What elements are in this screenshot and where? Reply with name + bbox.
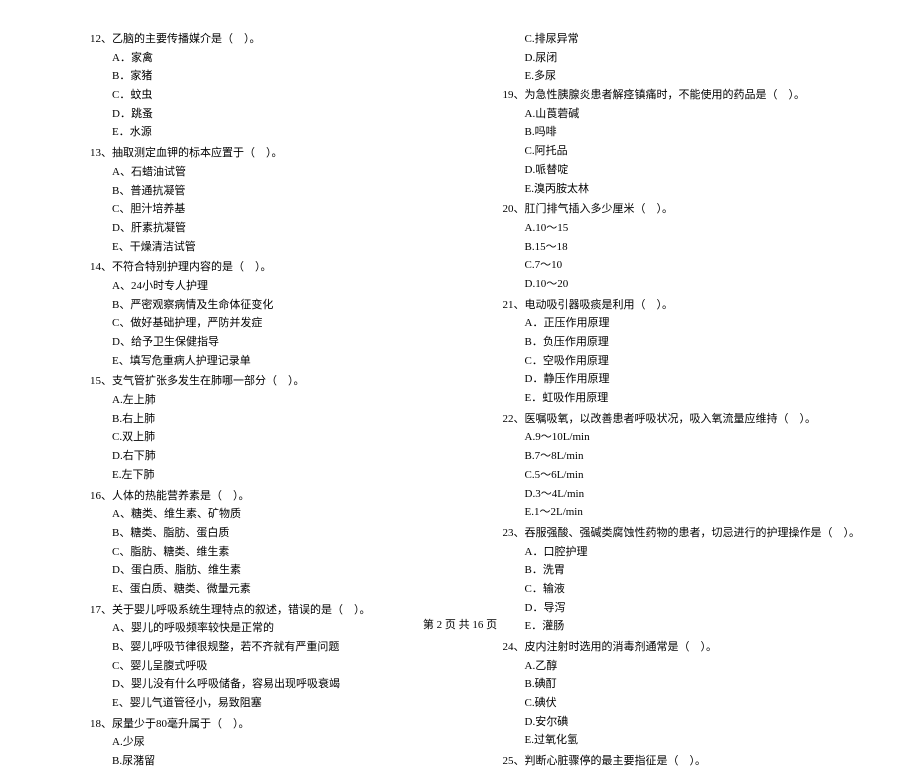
- question-option: E．虹吸作用原理: [503, 389, 861, 408]
- question-option: B.碘酊: [503, 675, 861, 694]
- question-option: D、婴儿没有什么呼吸储备，容易出现呼吸衰竭: [90, 675, 433, 694]
- question-option: B.尿潴留: [90, 752, 433, 771]
- question-option: A.乙醇: [503, 657, 861, 676]
- question-option: C．蚊虫: [90, 86, 433, 105]
- question-option: A.左上肺: [90, 391, 433, 410]
- question-stem: 19、为急性胰腺炎患者解痉镇痛时，不能使用的药品是（ ）。: [503, 86, 861, 105]
- question-option: B．家猪: [90, 67, 433, 86]
- question-option: A.山莨菪碱: [503, 105, 861, 124]
- question-option: A．正压作用原理: [503, 314, 861, 333]
- question-option: D．跳蚤: [90, 105, 433, 124]
- question: 16、人体的热能营养素是（ ）。A、糖类、维生素、矿物质B、糖类、脂肪、蛋白质C…: [90, 487, 433, 599]
- question-option: E、干燥清洁试管: [90, 238, 433, 257]
- question-option: C.5～6L/min: [503, 466, 861, 485]
- question-option: B、严密观察病情及生命体征变化: [90, 296, 433, 315]
- question: 25、判断心脏骤停的最主要指征是（ ）。: [503, 752, 861, 771]
- page-footer: 第 2 页 共 16 页: [0, 616, 920, 632]
- question-option: C.阿托品: [503, 142, 861, 161]
- question-stem: 21、电动吸引器吸痰是利用（ ）。: [503, 296, 861, 315]
- question-option: D．导泻: [503, 599, 861, 618]
- question-stem: 18、尿量少于80毫升属于（ ）。: [90, 715, 433, 734]
- question-option: E.多尿: [503, 67, 861, 86]
- question-option: D、蛋白质、脂肪、维生素: [90, 561, 433, 580]
- question-stem: 20、肛门排气插入多少厘米（ ）。: [503, 200, 861, 219]
- question-option: C.碘伏: [503, 694, 861, 713]
- question: 12、乙脑的主要传播媒介是（ ）。A．家禽B．家猪C．蚊虫D．跳蚤E．水源: [90, 30, 433, 142]
- question-option: D.哌替啶: [503, 161, 861, 180]
- question: 19、为急性胰腺炎患者解痉镇痛时，不能使用的药品是（ ）。A.山莨菪碱B.吗啡C…: [503, 86, 861, 198]
- question-stem: 24、皮内注射时选用的消毒剂通常是（ ）。: [503, 638, 861, 657]
- question-option: E、填写危重病人护理记录单: [90, 352, 433, 371]
- question-option: A、糖类、维生素、矿物质: [90, 505, 433, 524]
- question-option: E、婴儿气道管径小，易致阻塞: [90, 694, 433, 713]
- question: 15、支气管扩张多发生在肺哪一部分（ ）。A.左上肺B.右上肺C.双上肺D.右下…: [90, 372, 433, 484]
- question-option: B.15～18: [503, 238, 861, 257]
- question-option: A、石蜡油试管: [90, 163, 433, 182]
- question-option: B、糖类、脂肪、蛋白质: [90, 524, 433, 543]
- question-option: C、脂肪、糖类、维生素: [90, 543, 433, 562]
- question-option: A.9～10L/min: [503, 428, 861, 447]
- question-stem: 15、支气管扩张多发生在肺哪一部分（ ）。: [90, 372, 433, 391]
- question-stem: 14、不符合特别护理内容的是（ ）。: [90, 258, 433, 277]
- question-option: E．水源: [90, 123, 433, 142]
- right-column: C.排尿异常D.尿闭E.多尿19、为急性胰腺炎患者解痉镇痛时，不能使用的药品是（…: [503, 30, 861, 773]
- question: 24、皮内注射时选用的消毒剂通常是（ ）。A.乙醇B.碘酊C.碘伏D.安尔碘E.…: [503, 638, 861, 750]
- question-option: E.1～2L/min: [503, 503, 861, 522]
- question-option: B．洗胃: [503, 561, 861, 580]
- question-option: D、肝素抗凝管: [90, 219, 433, 238]
- question-stem: 22、医嘱吸氧，以改善患者呼吸状况，吸入氧流量应维持（ ）。: [503, 410, 861, 429]
- question-option: A．口腔护理: [503, 543, 861, 562]
- question-option: D.安尔碘: [503, 713, 861, 732]
- question-option: A.10～15: [503, 219, 861, 238]
- question-stem: 16、人体的热能营养素是（ ）。: [90, 487, 433, 506]
- question-option: C．输液: [503, 580, 861, 599]
- question-option: E.溴丙胺太林: [503, 180, 861, 199]
- question-stem: 25、判断心脏骤停的最主要指征是（ ）。: [503, 752, 861, 771]
- question-option: C、做好基础护理，严防并发症: [90, 314, 433, 333]
- question-option: E、蛋白质、糖类、微量元素: [90, 580, 433, 599]
- question: 22、医嘱吸氧，以改善患者呼吸状况，吸入氧流量应维持（ ）。A.9～10L/mi…: [503, 410, 861, 522]
- question-option: D、给予卫生保健指导: [90, 333, 433, 352]
- question-option: A、24小时专人护理: [90, 277, 433, 296]
- question-stem: 23、吞服强酸、强碱类腐蚀性药物的患者，切忌进行的护理操作是（ ）。: [503, 524, 861, 543]
- question-option: A．家禽: [90, 49, 433, 68]
- question-option: C.7～10: [503, 256, 861, 275]
- question-option: B.7～8L/min: [503, 447, 861, 466]
- question: 18、尿量少于80毫升属于（ ）。A.少尿B.尿潴留: [90, 715, 433, 771]
- question-option: B、婴儿呼吸节律很规整，若不齐就有严重问题: [90, 638, 433, 657]
- question-option: C、婴儿呈腹式呼吸: [90, 657, 433, 676]
- question-stem: 12、乙脑的主要传播媒介是（ ）。: [90, 30, 433, 49]
- question-option: A.少尿: [90, 733, 433, 752]
- question-option: D.尿闭: [503, 49, 861, 68]
- question-option: D.右下肺: [90, 447, 433, 466]
- question-option: B．负压作用原理: [503, 333, 861, 352]
- question-option: D．静压作用原理: [503, 370, 861, 389]
- question-option: C、胆汁培养基: [90, 200, 433, 219]
- question-option: D.10～20: [503, 275, 861, 294]
- question-option: D.3～4L/min: [503, 485, 861, 504]
- question-option: E.过氧化氢: [503, 731, 861, 750]
- question: 20、肛门排气插入多少厘米（ ）。A.10～15B.15～18C.7～10D.1…: [503, 200, 861, 293]
- question-option: B.吗啡: [503, 123, 861, 142]
- question-option: B.右上肺: [90, 410, 433, 429]
- question: 13、抽取测定血钾的标本应置于（ ）。A、石蜡油试管B、普通抗凝管C、胆汁培养基…: [90, 144, 433, 256]
- question-stem: 13、抽取测定血钾的标本应置于（ ）。: [90, 144, 433, 163]
- question-option: E.左下肺: [90, 466, 433, 485]
- question-option: C.双上肺: [90, 428, 433, 447]
- question: 14、不符合特别护理内容的是（ ）。A、24小时专人护理B、严密观察病情及生命体…: [90, 258, 433, 370]
- question-option: C．空吸作用原理: [503, 352, 861, 371]
- question: 21、电动吸引器吸痰是利用（ ）。A．正压作用原理B．负压作用原理C．空吸作用原…: [503, 296, 861, 408]
- left-column: 12、乙脑的主要传播媒介是（ ）。A．家禽B．家猪C．蚊虫D．跳蚤E．水源13、…: [90, 30, 433, 773]
- question-option: B、普通抗凝管: [90, 182, 433, 201]
- question-option: C.排尿异常: [503, 30, 861, 49]
